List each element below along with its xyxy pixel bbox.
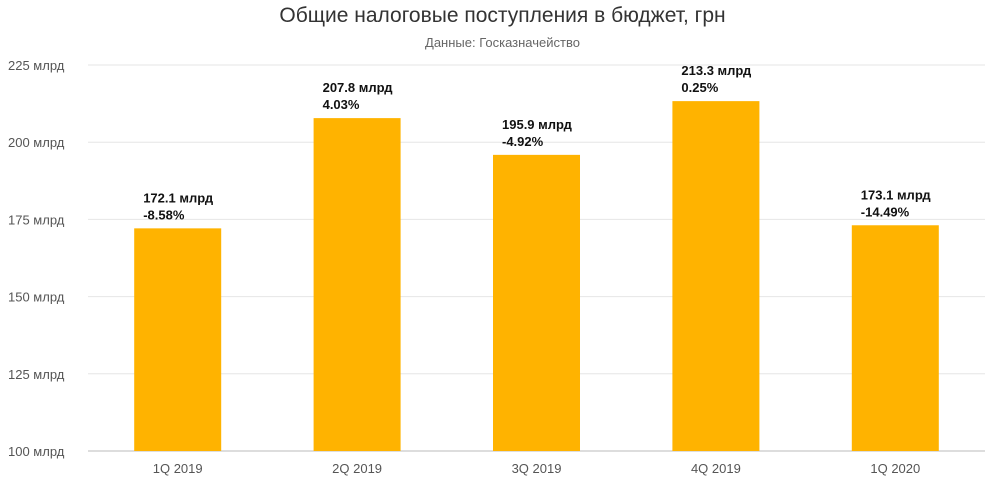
bar	[493, 154, 580, 452]
x-tick-label: 1Q 2019	[153, 461, 203, 476]
x-tick-label: 2Q 2019	[332, 461, 382, 476]
value-label: 173.1 млрд	[861, 187, 932, 202]
data-labels: 172.1 млрд -8.58% 207.8 млрд 4.03% 195.9 млр…	[143, 63, 931, 222]
bar	[313, 118, 401, 452]
change-label: 0.25%	[681, 80, 718, 95]
y-tick-label: 150 млрд	[8, 290, 65, 305]
y-axis: 100 млрд 125 млрд 150 млрд 175 млрд 200 млрд…	[8, 58, 65, 459]
bars	[134, 101, 939, 452]
change-label: -8.58%	[143, 207, 185, 222]
bar	[134, 228, 222, 451]
y-tick-label: 225 млрд	[8, 58, 65, 73]
x-tick-label: 4Q 2019	[691, 461, 741, 476]
value-label: 207.8 млрд	[323, 80, 394, 95]
change-label: -4.92%	[502, 134, 544, 149]
y-tick-label: 175 млрд	[8, 212, 65, 227]
x-tick-label: 3Q 2019	[512, 461, 562, 476]
value-label: 172.1 млрд	[143, 190, 214, 205]
value-label: 195.9 млрд	[502, 117, 573, 132]
change-label: -14.49%	[861, 204, 910, 219]
change-label: 4.03%	[323, 97, 360, 112]
chart-subtitle: Данные: Госказначейство	[425, 35, 580, 50]
y-tick-label: 100 млрд	[8, 444, 65, 459]
x-tick-label: 1Q 2020	[870, 461, 920, 476]
bar	[851, 225, 939, 451]
x-axis: 1Q 2019 2Q 2019 3Q 2019 4Q 2019 1Q 2020	[153, 461, 920, 476]
y-tick-label: 125 млрд	[8, 367, 65, 382]
chart-title: Общие налоговые поступления в бюджет, гр…	[279, 4, 726, 27]
y-tick-label: 200 млрд	[8, 135, 65, 150]
value-label: 213.3 млрд	[681, 63, 752, 78]
bar	[672, 101, 760, 451]
